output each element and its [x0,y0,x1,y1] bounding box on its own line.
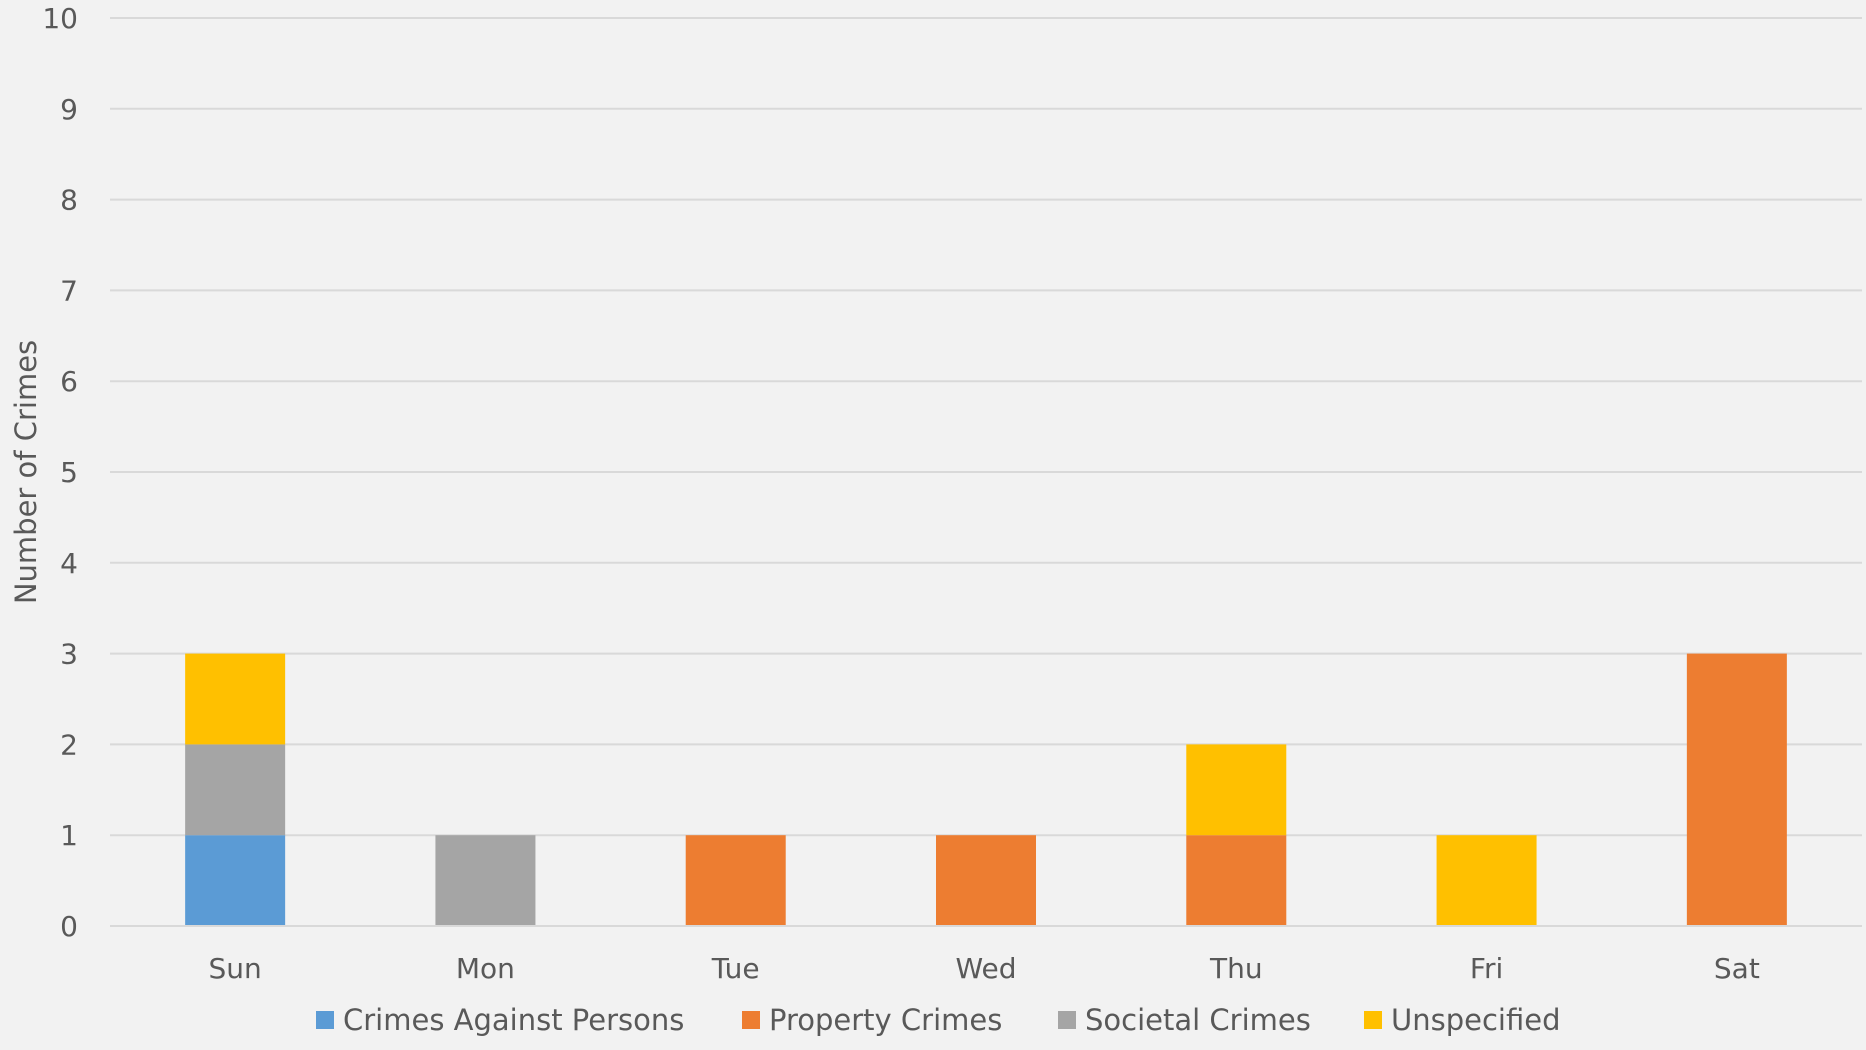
y-tick-label: 10 [42,2,78,35]
y-tick-label: 8 [60,184,78,217]
y-tick-label: 7 [60,274,78,307]
legend-swatch [1058,1011,1076,1029]
x-tick-label: Thu [1209,952,1263,985]
bar-segment [1186,744,1287,836]
y-tick-label: 0 [60,910,78,943]
y-tick-label: 2 [60,728,78,761]
x-tick-label: Tue [711,952,760,985]
bar-segment [185,653,286,745]
y-tick-label: 6 [60,365,78,398]
x-tick-label: Fri [1470,952,1503,985]
y-tick-label: 5 [60,456,78,489]
bar-segment [185,835,286,926]
axes: 0 1 2 3 4 5 6 7 8 9 10 Sun Mon Tue Wed Thu Fri Sat [42,2,1862,985]
y-tick-label: 1 [60,819,78,852]
legend-swatch [316,1011,334,1029]
legend: Crimes Against Persons Property Crimes Soc… [316,1003,1560,1037]
bar-segment [1686,653,1787,926]
legend-label: Unspecified [1391,1003,1560,1037]
bar-segment [435,835,536,926]
legend-swatch [742,1011,760,1029]
x-tick-label: Sun [209,952,262,985]
legend-swatch [1364,1011,1382,1029]
legend-label: Societal Crimes [1085,1003,1311,1037]
bar-segment [185,744,286,836]
legend-item: Crimes Against Persons [316,1003,684,1037]
legend-item: Unspecified [1364,1003,1560,1037]
x-tick-label: Sat [1714,952,1760,985]
x-tick-label: Wed [955,952,1016,985]
legend-item: Societal Crimes [1058,1003,1311,1037]
bars [185,653,1787,926]
y-tick-label: 4 [60,547,78,580]
bar-segment [1436,835,1537,926]
bar-segment [1186,835,1287,926]
legend-label: Property Crimes [769,1003,1002,1037]
legend-label: Crimes Against Persons [343,1003,684,1037]
y-axis-title: Number of Crimes [9,340,43,604]
gridlines [110,17,1862,927]
y-tick-label: 3 [60,638,78,671]
x-tick-label: Mon [456,952,515,985]
bar-segment [685,835,786,926]
legend-item: Property Crimes [742,1003,1002,1037]
y-tick-label: 9 [60,93,78,126]
bar-segment [936,835,1036,926]
